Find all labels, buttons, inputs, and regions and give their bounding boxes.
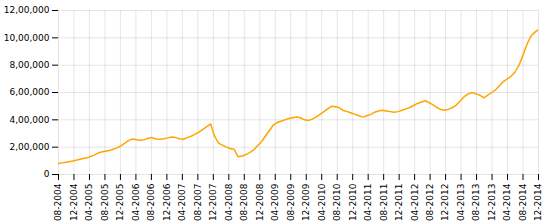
- svg-text:04-2010: 04-2010: [317, 183, 327, 221]
- svg-text:2,00,000: 2,00,000: [9, 142, 49, 152]
- svg-text:04-2011: 04-2011: [363, 184, 373, 222]
- svg-text:08-2010: 08-2010: [332, 183, 342, 221]
- svg-text:04-2014: 04-2014: [502, 183, 512, 221]
- svg-text:12-2004: 12-2004: [69, 183, 79, 221]
- svg-text:08-2012: 08-2012: [425, 184, 435, 222]
- svg-text:10,00,000: 10,00,000: [4, 33, 50, 43]
- svg-text:0: 0: [44, 169, 50, 179]
- svg-text:12-2010: 12-2010: [348, 183, 358, 221]
- svg-text:04-2009: 04-2009: [270, 183, 280, 221]
- svg-text:04-2013: 04-2013: [456, 184, 466, 222]
- svg-text:08-2014: 08-2014: [518, 183, 528, 221]
- svg-text:6,00,000: 6,00,000: [9, 87, 49, 97]
- svg-text:12-2012: 12-2012: [440, 184, 450, 222]
- svg-text:08-2007: 08-2007: [193, 184, 203, 222]
- svg-text:04-2007: 04-2007: [177, 184, 187, 222]
- svg-text:8,00,000: 8,00,000: [9, 60, 49, 70]
- svg-text:08-2006: 08-2006: [146, 183, 156, 221]
- svg-text:08-2008: 08-2008: [239, 183, 249, 221]
- svg-text:12-2007: 12-2007: [208, 184, 218, 222]
- svg-text:08-2011: 08-2011: [379, 184, 389, 222]
- svg-text:12-2013: 12-2013: [487, 184, 497, 222]
- svg-text:12,00,000: 12,00,000: [4, 5, 50, 15]
- svg-text:4,00,000: 4,00,000: [9, 115, 49, 125]
- svg-text:08-2004: 08-2004: [53, 183, 63, 221]
- svg-text:08-2009: 08-2009: [286, 183, 296, 221]
- svg-text:12-2005: 12-2005: [115, 184, 125, 222]
- svg-text:12-2008: 12-2008: [255, 183, 265, 221]
- svg-text:04-2005: 04-2005: [84, 184, 94, 222]
- svg-text:12-2009: 12-2009: [301, 183, 311, 221]
- svg-text:12-2014: 12-2014: [533, 183, 543, 221]
- svg-text:04-2008: 04-2008: [224, 183, 234, 221]
- svg-text:08-2013: 08-2013: [471, 184, 481, 222]
- svg-text:04-2012: 04-2012: [410, 184, 420, 222]
- svg-text:12-2011: 12-2011: [394, 184, 404, 222]
- svg-text:04-2006: 04-2006: [131, 183, 141, 221]
- svg-text:12-2006: 12-2006: [162, 183, 172, 221]
- svg-text:08-2005: 08-2005: [100, 184, 110, 222]
